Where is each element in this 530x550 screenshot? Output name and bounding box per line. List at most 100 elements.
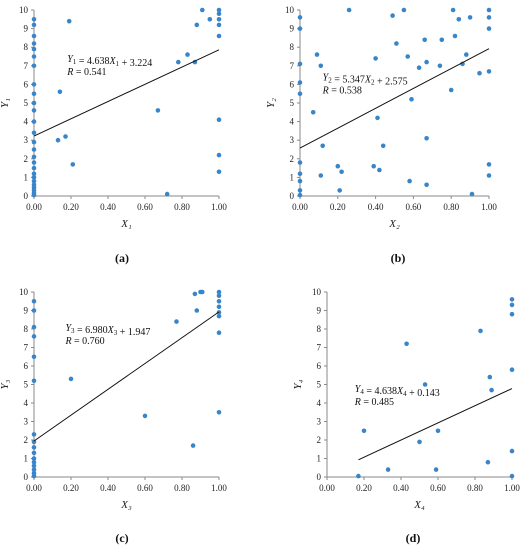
y-tick-label: 6 (24, 79, 29, 89)
y-tick-label: 9 (290, 24, 295, 34)
data-point (385, 467, 391, 472)
x-tick-label: 1.00 (481, 202, 497, 212)
x-tick-label: 0.60 (137, 483, 153, 493)
y-tick-label: 2 (290, 154, 295, 164)
data-point (31, 63, 37, 69)
data-point (216, 152, 222, 158)
y-tick-label: 5 (317, 380, 322, 390)
data-point (297, 192, 303, 198)
panel-caption: (a) (115, 251, 129, 265)
data-point (509, 302, 515, 308)
data-point (297, 80, 303, 85)
data-point (31, 175, 37, 180)
y-tick-label: 2 (317, 435, 322, 445)
data-point (31, 46, 37, 52)
data-point (31, 130, 37, 136)
data-point (509, 297, 515, 302)
data-point (422, 382, 428, 387)
scatter-panel-1: 0 1 2 3 4 5 6 7 8 9 10 0.00 0.20 0.40 0.60 0.80 1.00 X₁ Y₁… (0, 5, 227, 265)
data-point (55, 137, 61, 143)
y-tick-label: 7 (290, 61, 295, 71)
data-point (486, 26, 492, 31)
data-point (31, 178, 37, 184)
y-tick-label: 3 (24, 135, 29, 145)
data-point (194, 22, 200, 28)
x-tick-label: 0.40 (368, 202, 384, 212)
x-tick-label: 0.00 (292, 202, 308, 212)
data-point (417, 439, 422, 445)
data-point (320, 143, 326, 149)
scatter-panel-2: 0 1 2 3 4 5 6 7 8 9 10 0.00 0.20 0.40 0.60 0.80 1.00 X₂ Y₂… (265, 5, 497, 265)
scatter-panel-4: 0 1 2 3 4 5 6 7 8 9 10 0.00 0.20 0.40 0.60 0.80 1.00 X₄ Y₄… (292, 287, 520, 545)
y-axis-label: Y₃ (0, 379, 11, 389)
x-tick-label: 1.00 (504, 483, 520, 493)
data-point (509, 448, 515, 454)
y-tick-label: 9 (24, 24, 29, 34)
data-point (380, 143, 386, 149)
data-point (31, 467, 37, 472)
data-point (31, 100, 37, 106)
x-tick-label: 0.00 (26, 483, 42, 493)
y-axis-label: Y₁ (0, 98, 11, 108)
data-point (31, 41, 37, 46)
y-tick-label: 0 (24, 191, 29, 201)
data-point (216, 169, 222, 175)
data-point (31, 82, 37, 87)
x-tick-label: 0.60 (430, 483, 446, 493)
data-point (318, 173, 324, 178)
data-point (31, 450, 37, 456)
y-tick-label: 6 (317, 361, 322, 371)
x-tick-label: 1.00 (211, 202, 227, 212)
y-tick-label: 1 (24, 454, 29, 464)
data-point (31, 171, 37, 176)
y-axis-label: Y₂ (265, 98, 277, 108)
x-axis-label: X₂ (388, 218, 400, 230)
data-point (371, 163, 377, 169)
x-tick-label: 0.00 (26, 202, 42, 212)
x-tick-label: 0.20 (356, 483, 372, 493)
data-point (216, 410, 222, 415)
data-point (31, 33, 37, 39)
data-point (486, 162, 492, 167)
data-point (176, 59, 181, 65)
data-point (185, 52, 190, 57)
data-point (297, 178, 303, 184)
data-point (200, 7, 205, 13)
correlation-label: R = 0.485 (354, 397, 394, 408)
data-point (297, 91, 303, 96)
data-point (192, 291, 198, 297)
y-tick-label: 4 (24, 398, 29, 408)
x-axis-label: X₃ (120, 499, 132, 511)
data-point (486, 15, 492, 20)
data-point (297, 26, 303, 31)
data-point (31, 17, 37, 22)
data-point (194, 308, 200, 313)
panel-caption: (b) (391, 251, 406, 265)
data-point (394, 41, 399, 46)
x-axis-label: X₄ (413, 499, 425, 511)
data-point (509, 311, 515, 317)
x-tick-label: 0.00 (319, 483, 335, 493)
data-point (416, 65, 422, 70)
data-point (339, 169, 344, 175)
data-point (63, 134, 68, 139)
data-point (31, 154, 37, 160)
data-point (439, 37, 445, 43)
data-point (31, 456, 37, 461)
y-tick-label: 1 (317, 454, 322, 464)
data-point (31, 299, 37, 304)
x-tick-label: 0.60 (137, 202, 153, 212)
data-point (31, 91, 37, 96)
y-tick-label: 10 (285, 5, 295, 15)
data-point (405, 54, 411, 59)
x-axis-label: X₁ (120, 218, 132, 230)
data-point (31, 471, 37, 476)
data-point (487, 374, 493, 380)
panel-caption: (d) (406, 531, 421, 545)
data-point (489, 387, 494, 393)
data-point (174, 319, 179, 324)
data-point (356, 473, 361, 479)
data-point (297, 61, 303, 67)
data-point (190, 443, 196, 448)
y-tick-label: 8 (24, 42, 29, 52)
